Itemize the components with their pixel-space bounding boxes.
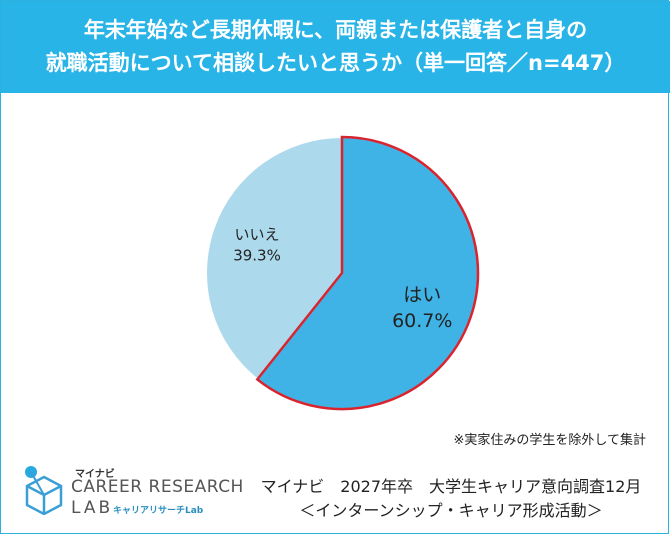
logo-brand: マイナビ (75, 469, 115, 480)
slice-label-no: いいえ (235, 225, 280, 243)
slice-label-yes: はい (403, 284, 441, 306)
logo-title: CAREER RESEARCH (71, 477, 244, 497)
pie-slice-yes-highlight (255, 135, 480, 411)
slice-value-yes: 60.7% (392, 310, 452, 332)
pie-chart: はい 60.7% いいえ 39.3% (205, 135, 480, 411)
slice-value-no: 39.3% (233, 246, 281, 264)
chart-title: 年末年始など長期休暇に、両親または保護者と自身の 就職活動について相談したいと思… (1, 1, 670, 93)
title-line-1: 年末年始など長期休暇に、両親または保護者と自身の (83, 18, 588, 42)
footnote: ※実家住みの学生を除外して集計 (453, 433, 646, 448)
logo-subtitle: キャリアリサーチLab (113, 506, 204, 516)
source-line-2: ＜インターンシップ・キャリア形成活動＞ (299, 501, 603, 520)
source-line-1: マイナビ 2027年卒 大学生キャリア意向調査12月 (260, 477, 642, 496)
title-line-2: 就職活動について相談したいと思うか（単一回答／n=447） (45, 51, 626, 75)
pie-slice-no (205, 135, 343, 381)
career-research-lab-logo: マイナビ CAREER RESEARCH LAB キャリアリサーチLab (21, 463, 243, 523)
cube-logo-icon (25, 466, 63, 516)
source: マイナビ 2027年卒 大学生キャリア意向調査12月 ＜インターンシップ・キャリ… (241, 475, 661, 523)
logo-lab: LAB (71, 498, 114, 518)
